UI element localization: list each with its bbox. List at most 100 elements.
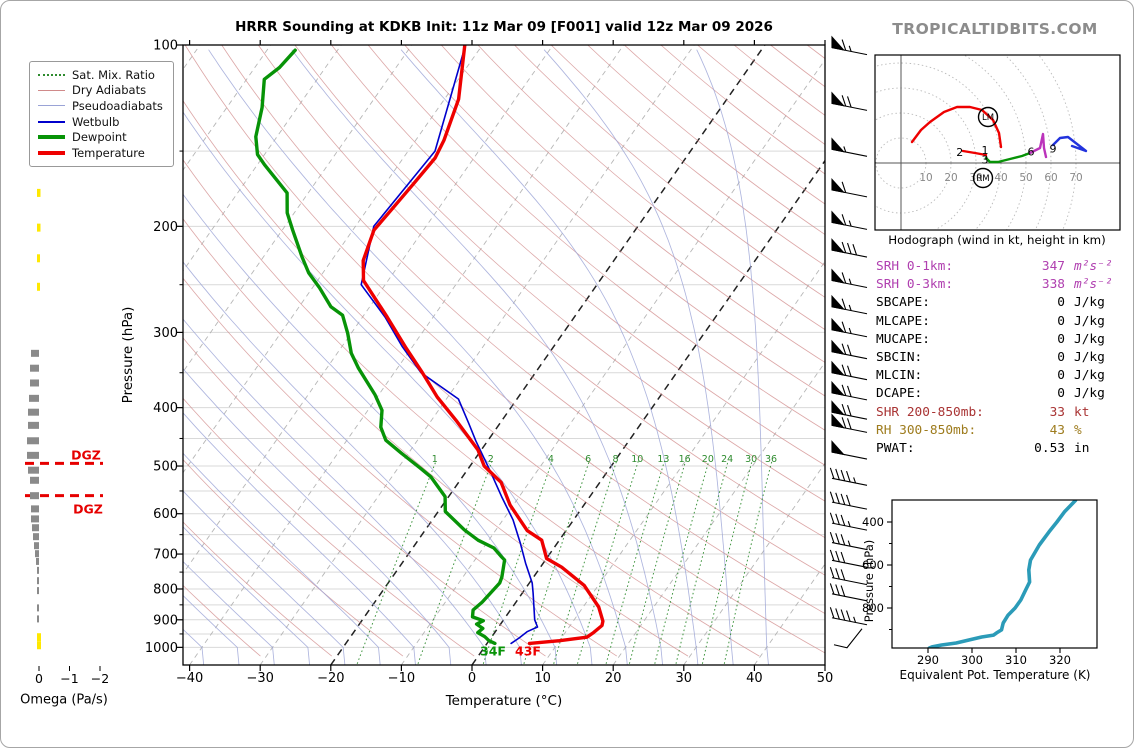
legend-item: Temperature (38, 145, 163, 161)
wind-barb-pennant (831, 137, 846, 153)
isotherm-line (183, 45, 271, 171)
mixing-ratio-line (482, 460, 553, 664)
dry-adiabat-line (660, 45, 825, 175)
wind-barb (831, 268, 868, 289)
wind-barb-full (841, 241, 847, 253)
dry-adiabat-line (183, 397, 475, 657)
stats-panel: SRH 0-1km: 347 m²s⁻² SRH 0-3km: 338 m²s⁻² SBCA… (876, 258, 1132, 458)
stat-unit: J/kg (1074, 350, 1105, 366)
surface-temperature-label: 43F (515, 643, 541, 659)
temperature-tick-label: −30 (246, 671, 273, 686)
stat-value: 347 (1041, 259, 1065, 274)
stat-row: SRH 0-1km: 347 m²s⁻² (876, 258, 1132, 276)
wind-barb-full (852, 243, 858, 256)
stat-unit: J/kg (1074, 386, 1105, 402)
legend-item: Dewpoint (38, 129, 163, 145)
thetae-temp-tick-label: 310 (1005, 653, 1027, 667)
mixing-ratio-line (701, 460, 753, 664)
mixing-ratio-label: 16 (679, 454, 691, 465)
wind-barb-staff (831, 577, 868, 586)
mixing-ratio-label: 1 (432, 454, 438, 465)
thetae-pressure-tick-label: 600 (862, 558, 884, 572)
stat-value: 43 (1049, 422, 1065, 438)
omega-bar (28, 421, 39, 429)
pseudoadiabat-line (400, 49, 699, 665)
hodograph: 10 20 30 40 50 60 70 2 13 6 9 LM RM (875, 55, 1120, 230)
wind-barb (829, 567, 868, 586)
wind-barb-full (829, 549, 835, 561)
wind-barb (831, 210, 868, 230)
dry-adiabat-line (183, 277, 618, 657)
wind-barb (831, 294, 868, 315)
legend-item: Wetbulb (38, 114, 163, 130)
wind-barb-staff (831, 617, 868, 626)
storm-motion-marker-label: RM (976, 174, 989, 184)
wind-barb-full (835, 492, 840, 504)
wind-barb-half (848, 304, 852, 311)
legend-label: Temperature (72, 145, 145, 160)
hodograph-ring-label: 60 (1044, 172, 1057, 184)
pressure-tick-label: 900 (153, 613, 178, 628)
stat-row: DCAPE: 0 J/kg (876, 385, 1132, 403)
wind-barb-full (840, 569, 846, 581)
wind-barb (831, 400, 868, 420)
hodograph-height-label: 6 (1028, 146, 1035, 159)
mixing-ratio-line (417, 460, 493, 664)
omega-bar (34, 542, 39, 550)
surface-dewpoint-label: 34F (480, 643, 506, 659)
wind-barb (829, 532, 868, 551)
dry-adiabat-line (183, 218, 689, 657)
hodograph-trace (961, 149, 988, 157)
wind-barb-half (853, 616, 857, 623)
pressure-axis-label: Pressure (hPa) (120, 306, 136, 404)
wind-barb-full (841, 298, 847, 310)
omega-bar (29, 394, 39, 402)
hodograph-trace (984, 151, 1032, 164)
wind-barb-full (847, 365, 852, 377)
thetae-curve (927, 500, 1078, 648)
wind-barb-full (847, 344, 852, 356)
stat-value: 0 (1057, 368, 1065, 384)
legend-item: Dry Adiabats (38, 83, 163, 99)
omega-axis-label: Omega (Pa/s) (20, 692, 108, 708)
omega-bar (27, 451, 39, 459)
wind-barb (831, 177, 868, 198)
wind-barb-pennant (831, 339, 846, 355)
stat-label: SBCIN: (876, 350, 923, 366)
temperature-tick-label: 10 (534, 671, 551, 686)
wind-barb-full (829, 512, 835, 524)
omega-bar (37, 577, 39, 585)
wind-barb-half (848, 220, 852, 227)
dry-adiabat-line (404, 45, 825, 397)
mixing-ratio-line (654, 460, 710, 664)
wind-barb-full (840, 609, 846, 621)
wind-barb-full (829, 567, 835, 579)
wind-barb-full (840, 514, 846, 526)
stat-unit: kt (1074, 404, 1090, 420)
pseudoadiabat-line (183, 111, 593, 665)
wind-barb (829, 512, 868, 531)
stat-unit: J/kg (1074, 295, 1105, 311)
wind-barb-half (848, 327, 852, 334)
omega-bar (37, 566, 39, 574)
wind-barb (829, 467, 868, 486)
pressure-tick-label: 600 (153, 507, 178, 522)
omega-bar-yellow (37, 641, 41, 650)
stat-label: MUCAPE: (876, 331, 930, 347)
omega-tick-label: −1 (60, 671, 78, 686)
stat-row: SHR 200-850mb: 33 kt (876, 404, 1132, 422)
wind-barb-full (847, 418, 852, 430)
storm-motion-marker (972, 167, 994, 189)
omega-bar (28, 466, 39, 474)
wind-barb (831, 91, 868, 111)
dgz-label-lower: DGZ (73, 501, 103, 517)
temperature-tick-label: 20 (605, 671, 622, 686)
wind-barb-full (847, 405, 852, 417)
dry-adiabat-line (183, 159, 760, 657)
wind-barb-full (835, 584, 840, 596)
omega-bar-yellow (37, 282, 40, 291)
wind-barb-pennant (831, 440, 846, 456)
wind-barb-full (847, 96, 852, 108)
mixing-ratio-line (723, 460, 773, 664)
wind-barb-half (853, 477, 857, 484)
